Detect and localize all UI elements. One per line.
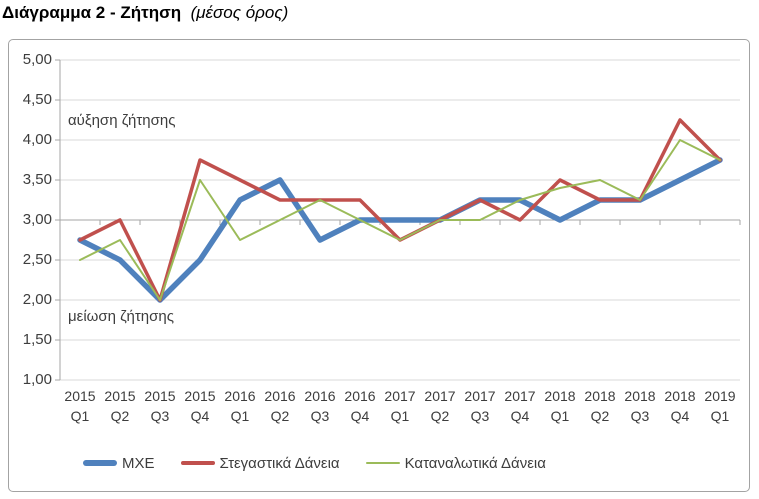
x-axis-tick-label: 2015 Q4 bbox=[178, 386, 222, 426]
x-axis-tick-label-line: 2017 bbox=[464, 388, 496, 404]
x-axis-tick-label-line: 2018 bbox=[584, 388, 616, 404]
legend-label-mxe: ΜΧΕ bbox=[122, 454, 155, 472]
x-axis-tick-label-line: Q1 bbox=[230, 408, 250, 424]
x-axis-tick-label-line: 2016 bbox=[304, 388, 336, 404]
y-axis-tick-label: 4,50 bbox=[22, 91, 52, 108]
x-axis-tick-label-line: Q3 bbox=[150, 408, 170, 424]
annotation-demand-increase: αύξηση ζήτησης bbox=[68, 112, 176, 129]
y-axis-tick-label: 4,00 bbox=[22, 131, 52, 148]
y-axis-tick-label: 2,50 bbox=[22, 251, 52, 268]
x-axis-tick-label: 2018 Q1 bbox=[538, 386, 582, 426]
x-axis-tick-label: 2015 Q2 bbox=[98, 386, 142, 426]
x-axis-tick-label-line: Q2 bbox=[110, 408, 130, 424]
x-axis-tick-label: 2016 Q2 bbox=[258, 386, 302, 426]
x-axis-tick-label-line: 2018 bbox=[544, 388, 576, 404]
legend-line-swatch-katanalotika-daneia bbox=[365, 462, 400, 464]
x-axis-tick-label: 2017 Q1 bbox=[378, 386, 422, 426]
x-axis-tick-label: 2017 Q3 bbox=[458, 386, 502, 426]
y-axis-tick-label: 3,50 bbox=[22, 171, 52, 188]
x-axis-tick-label-line: Q2 bbox=[430, 408, 450, 424]
x-axis-tick-label: 2016 Q4 bbox=[338, 386, 382, 426]
x-axis-tick-label: 2016 Q3 bbox=[298, 386, 342, 426]
x-axis-tick-label-line: Q1 bbox=[70, 408, 90, 424]
y-axis-tick-label: 3,00 bbox=[22, 211, 52, 228]
x-axis-tick-label: 2019 Q1 bbox=[698, 386, 742, 426]
x-axis-tick-label-line: 2018 bbox=[664, 388, 696, 404]
chart-title: Διάγραμμα 2 - Ζήτηση (μέσος όρος) bbox=[2, 3, 288, 23]
x-axis-tick-label-line: Q3 bbox=[630, 408, 650, 424]
x-axis-tick-label-line: 2015 bbox=[144, 388, 176, 404]
legend-label-stegastika-daneia: Στεγαστικά Δάνεια bbox=[219, 454, 340, 472]
x-axis-tick-label: 2018 Q2 bbox=[578, 386, 622, 426]
x-axis-tick-label: 2018 Q4 bbox=[658, 386, 702, 426]
x-axis-tick-label-line: Q1 bbox=[390, 408, 410, 424]
x-axis-tick-label-line: Q2 bbox=[270, 408, 290, 424]
x-axis-tick-label-line: 2017 bbox=[504, 388, 536, 404]
x-axis-tick-label-line: Q4 bbox=[510, 408, 530, 424]
chart-title-note-text: (μέσος όρος) bbox=[190, 3, 289, 22]
x-axis-tick-label: 2016 Q1 bbox=[218, 386, 262, 426]
chart-title-note: (μέσος όρος) bbox=[186, 3, 289, 22]
annotation-demand-decrease: μείωση ζήτησης bbox=[68, 308, 174, 325]
x-axis-tick-label-line: 2016 bbox=[264, 388, 296, 404]
legend-label-katanalotika-daneia: Καταναλωτικά Δάνεια bbox=[404, 454, 546, 472]
series-line-stegastika-daneia bbox=[78, 118, 722, 302]
x-axis-tick-label-line: 2016 bbox=[224, 388, 256, 404]
x-axis-tick-label: 2017 Q4 bbox=[498, 386, 542, 426]
x-axis-tick-label-line: Q1 bbox=[710, 408, 730, 424]
legend-item-katanalotika-daneia: Καταναλωτικά Δάνεια bbox=[365, 454, 546, 472]
x-axis-tick-label-line: Q1 bbox=[550, 408, 570, 424]
series-line-katanalotika-daneia bbox=[79, 139, 721, 301]
x-axis-tick-label-line: Q4 bbox=[350, 408, 370, 424]
x-axis-tick-label-line: Q3 bbox=[310, 408, 330, 424]
legend-line-swatch-mxe bbox=[83, 460, 117, 466]
x-axis-tick-label: 2017 Q2 bbox=[418, 386, 462, 426]
x-axis-tick-label-line: 2017 bbox=[384, 388, 416, 404]
x-axis-tick-label-line: 2016 bbox=[344, 388, 376, 404]
x-axis-tick-label-line: 2017 bbox=[424, 388, 456, 404]
x-axis-tick-label-line: 2015 bbox=[184, 388, 216, 404]
chart-frame bbox=[8, 39, 750, 492]
y-axis-tick-label: 2,00 bbox=[22, 291, 52, 308]
x-axis-tick-label: 2015 Q1 bbox=[58, 386, 102, 426]
legend-item-mxe: ΜΧΕ bbox=[83, 455, 155, 472]
x-axis-tick-label-line: 2015 bbox=[64, 388, 96, 404]
legend-line-swatch-stegastika-daneia bbox=[180, 461, 215, 465]
x-axis-tick-label-line: Q2 bbox=[590, 408, 610, 424]
x-axis-tick-label-line: 2019 bbox=[704, 388, 736, 404]
x-axis-tick-label-line: Q4 bbox=[190, 408, 210, 424]
x-axis-tick-label-line: 2015 bbox=[104, 388, 136, 404]
y-axis-tick-label: 5,00 bbox=[22, 51, 52, 68]
legend: ΜΧΕ Στεγαστικά Δάνεια Καταναλωτικά Δάνεια bbox=[83, 453, 546, 473]
x-axis-tick-label-line: 2018 bbox=[624, 388, 656, 404]
chart-title-main: Διάγραμμα 2 - Ζήτηση bbox=[2, 3, 182, 22]
y-axis-tick-label: 1,00 bbox=[22, 371, 52, 388]
y-axis-tick-label: 1,50 bbox=[22, 331, 52, 348]
x-axis-tick-label: 2018 Q3 bbox=[618, 386, 662, 426]
x-axis-tick-label-line: Q3 bbox=[470, 408, 490, 424]
x-axis-tick-label: 2015 Q3 bbox=[138, 386, 182, 426]
series-line-mxe bbox=[77, 157, 723, 303]
legend-item-stegastika-daneia: Στεγαστικά Δάνεια bbox=[180, 454, 340, 472]
x-axis-tick-label-line: Q4 bbox=[670, 408, 690, 424]
